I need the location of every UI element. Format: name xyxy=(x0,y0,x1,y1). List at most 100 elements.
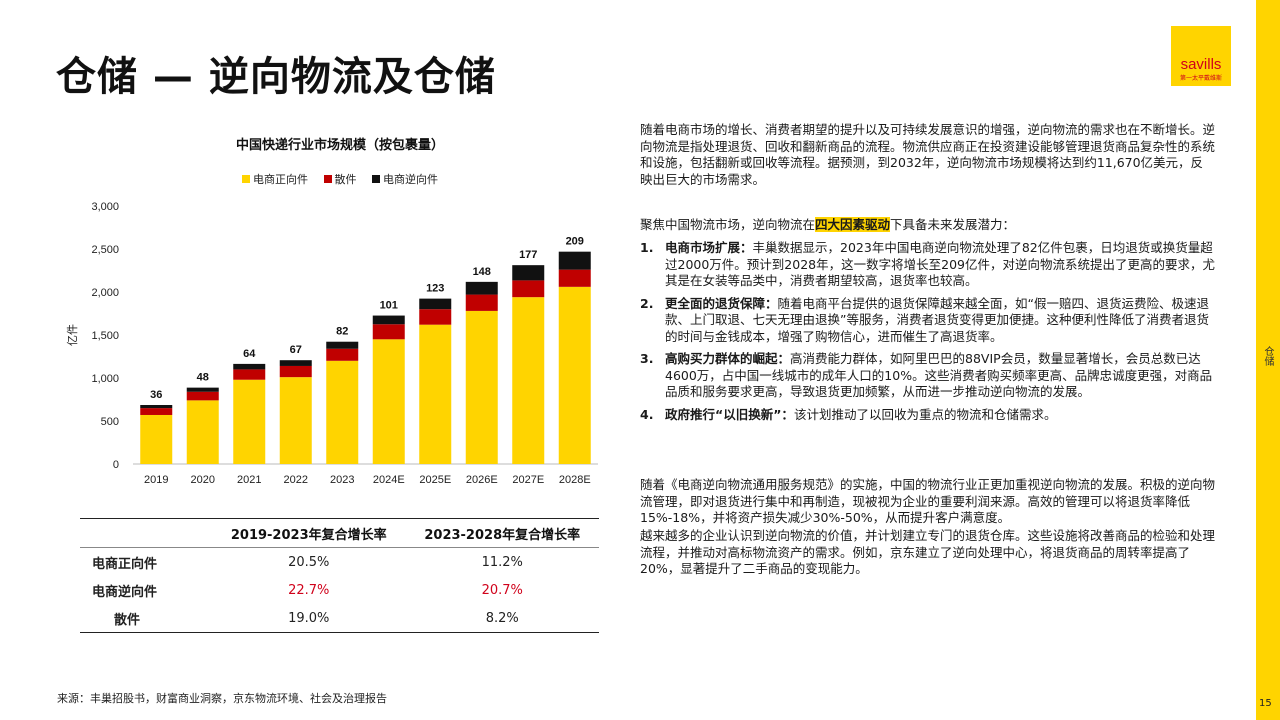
legend-label-reverse: 电商逆向件 xyxy=(383,173,438,186)
x-tick-label: 2022 xyxy=(284,474,308,486)
legend-item-forward: 电商正向件 xyxy=(242,171,308,187)
cell-value: 11.2% xyxy=(481,554,523,570)
x-tick-label: 2024E xyxy=(373,474,405,486)
list-item: 2. 更全面的退货保障：随着电商平台提供的退货保障越来越全面，如“假一赔四、退货运… xyxy=(640,296,1215,346)
data-label: 177 xyxy=(519,249,537,261)
data-label: 123 xyxy=(426,283,444,295)
y-tick-label: 2,500 xyxy=(91,244,119,256)
data-label: 48 xyxy=(197,372,209,384)
table-header-2019-2023: 2019-2023年复合增长率 xyxy=(212,518,406,548)
bar-segment xyxy=(279,360,312,366)
data-label: 67 xyxy=(290,344,302,356)
cell-value-highlight: 20.7% xyxy=(481,582,523,598)
bar-segment xyxy=(186,387,219,392)
bar-segment xyxy=(512,280,545,298)
bar-segment xyxy=(465,281,498,295)
list-number: 2. xyxy=(640,295,654,311)
bar-segment xyxy=(372,339,405,464)
bar-segment xyxy=(279,365,312,378)
bar-segment xyxy=(326,341,359,349)
table-header-row: 2019-2023年复合增长率 2023-2028年复合增长率 xyxy=(80,518,599,548)
data-label: 82 xyxy=(336,326,348,338)
savills-logo: savills 第一太平戴维斯 xyxy=(1171,26,1231,86)
list-item: 1. 电商市场扩展：丰巢数据显示，2023年中国电商逆向物流处理了82亿件包裹，日… xyxy=(640,240,1215,290)
legend-label-loose: 散件 xyxy=(334,173,357,186)
x-tick-label: 2023 xyxy=(330,474,354,486)
bar-segment xyxy=(279,377,312,464)
bar-segment xyxy=(233,369,266,380)
y-tick-label: 0 xyxy=(113,459,119,471)
legend-swatch-loose xyxy=(323,175,332,183)
list-number: 3. xyxy=(640,351,654,366)
row-label: 散件 xyxy=(80,604,212,633)
legend-swatch-forward xyxy=(242,175,250,183)
y-tick-label: 1,500 xyxy=(91,330,119,342)
bar-segment xyxy=(419,309,452,325)
y-tick-label: 3,000 xyxy=(91,201,119,213)
driver-list: 1. 电商市场扩展：丰巢数据显示，2023年中国电商逆向物流处理了82亿件包裹，日… xyxy=(640,240,1215,429)
chart-legend: 电商正向件 散件 电商逆向件 xyxy=(80,171,600,187)
legend-label-forward: 电商正向件 xyxy=(253,173,308,186)
table-header-2023-2028: 2023-2028年复合增长率 xyxy=(405,518,599,548)
bar-segment xyxy=(372,324,405,340)
page-number: 15 xyxy=(1259,698,1272,709)
bar-segment xyxy=(140,405,173,409)
list-body: 该计划推动了以回收为重点的物流和仓储需求。 xyxy=(793,406,1057,422)
x-tick-label: 2019 xyxy=(144,474,168,486)
table-header-empty xyxy=(80,518,212,548)
bar-segment xyxy=(419,324,452,464)
paragraph-regulation: 随着《电商逆向物流通用服务规范》的实施，中国的物流行业正更加重视逆向物流的发展。… xyxy=(640,477,1216,525)
logo-subtext: 第一太平戴维斯 xyxy=(1179,75,1222,82)
x-tick-label: 2025E xyxy=(419,474,451,486)
x-tick-label: 2028E xyxy=(559,474,591,486)
x-tick-label: 2027E xyxy=(512,474,544,486)
table-row: 电商逆向件 22.7% 20.7% xyxy=(80,576,599,604)
bar-segment xyxy=(558,251,591,270)
y-tick-label: 1,000 xyxy=(91,373,119,385)
bar-segment xyxy=(186,400,219,464)
row-label: 电商逆向件 xyxy=(92,584,158,600)
y-tick-label: 500 xyxy=(101,416,119,428)
data-label: 64 xyxy=(243,348,256,360)
list-number: 4. xyxy=(640,406,654,422)
data-label: 101 xyxy=(380,300,398,312)
cell-value-highlight: 22.7% xyxy=(288,582,330,598)
bar-segment xyxy=(326,348,359,361)
cell-value: 8.2% xyxy=(405,604,599,633)
list-heading: 高购买力群体的崛起： xyxy=(665,351,791,366)
paragraph-drivers: 聚焦中国物流市场，逆向物流在四大因素驱动下具备未来发展潜力： xyxy=(640,217,1015,234)
bar-segment xyxy=(233,363,266,370)
bar-segment xyxy=(558,286,591,464)
list-body: 随着电商平台提供的退货保障越来越全面，如“假一赔四、退货运费险、极速退款、上门取… xyxy=(665,295,1209,344)
x-tick-label: 2020 xyxy=(191,474,215,486)
side-tab-label: 仓储 xyxy=(1262,346,1273,366)
drivers-text-after: 下具备未来发展潜力： xyxy=(890,217,1016,232)
drivers-highlight: 四大因素驱动 xyxy=(815,217,891,232)
bar-segment xyxy=(186,391,219,401)
y-tick-label: 2,000 xyxy=(91,287,119,299)
list-number: 1. xyxy=(640,240,654,255)
cagr-table: 2019-2023年复合增长率 2023-2028年复合增长率 电商正向件 20… xyxy=(80,518,599,633)
data-label: 209 xyxy=(566,236,584,248)
list-body: 高消费能力群体，如阿里巴巴的88VIP会员，数量显著增长，会员总数已达4600万… xyxy=(665,351,1213,399)
list-body: 丰巢数据显示，2023年中国电商逆向物流处理了82亿件包裹，日均退货或换货量超过… xyxy=(665,240,1215,288)
table-row: 散件 19.0% 8.2% xyxy=(80,604,599,633)
chart-title: 中国快递行业市场规模（按包裹量） xyxy=(235,138,444,153)
paragraph-warehouses: 越来越多的企业认识到逆向物流的价值，并计划建立专门的退货仓库。这些设施将改善商品… xyxy=(640,528,1216,576)
paragraph-intro: 随着电商市场的增长、消费者期望的提升以及可持续发展意识的增强，逆向物流的需求也在… xyxy=(640,122,1216,187)
bar-segment xyxy=(326,360,359,464)
cell-value: 20.5% xyxy=(288,554,330,570)
row-label: 电商正向件 xyxy=(92,556,158,572)
cell-value: 19.0% xyxy=(212,604,406,633)
bar-segment xyxy=(512,265,545,281)
drivers-text-before: 聚焦中国物流市场，逆向物流在 xyxy=(640,217,816,232)
legend-swatch-reverse xyxy=(372,175,380,183)
list-item: 3. 高购买力群体的崛起：高消费能力群体，如阿里巴巴的88VIP会员，数量显著增长… xyxy=(640,351,1215,401)
bar-segment xyxy=(233,379,266,464)
bar-segment xyxy=(140,408,173,415)
stacked-bar-chart: 亿件 0 500 1,000 1,500 2,000 2,500 3,000 36 2019 48 2… xyxy=(66,201,598,486)
page-title: 仓储 — 逆向物流及仓储 xyxy=(56,54,496,100)
data-label: 36 xyxy=(150,389,162,401)
table-row: 电商正向件 20.5% 11.2% xyxy=(80,548,599,577)
logo-text: savills xyxy=(1180,56,1222,73)
